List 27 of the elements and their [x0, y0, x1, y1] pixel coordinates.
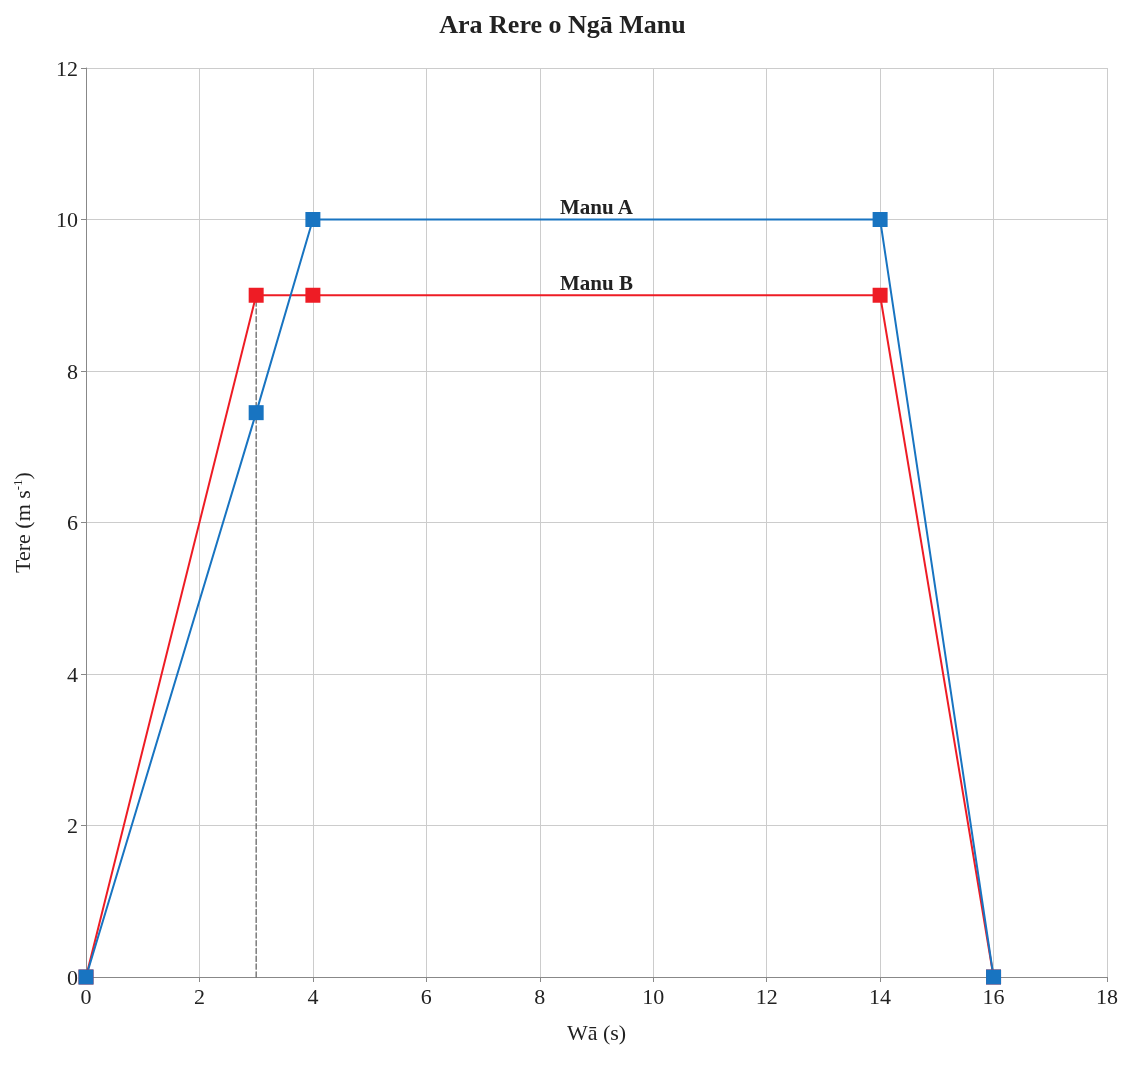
x-tick-label: 2: [193, 983, 205, 1009]
y-tick-label: 10: [56, 207, 78, 232]
y-axis-title: Tere (m s-1): [10, 472, 35, 573]
y-tick-label: 8: [67, 358, 78, 384]
point: [248, 287, 264, 303]
x-axis-title: Wā (s): [566, 1019, 627, 1045]
chart-title: Ara Rere o Ngā Manu: [439, 9, 686, 39]
y-tick-label: 12: [56, 55, 78, 81]
point: [305, 212, 321, 227]
x-tick-label: 12: [755, 983, 778, 1009]
y-tick-label: 6: [67, 510, 78, 535]
x-tick-label: 14: [869, 983, 892, 1009]
point: [305, 287, 321, 303]
point: [872, 287, 888, 303]
x-tick-label: 4: [307, 983, 319, 1009]
series-label: Manu B: [560, 270, 633, 295]
point: [248, 405, 264, 421]
x-tick-label: 18: [1096, 983, 1118, 1009]
x-tick-label: 6: [420, 983, 432, 1009]
y-tick-label: 0: [67, 964, 78, 990]
x-tick-label: 8: [534, 983, 546, 1009]
point: [872, 212, 888, 227]
x-tick-label: 10: [642, 983, 665, 1009]
y-tick-label: 4: [67, 661, 78, 687]
series-label: Manu A: [560, 195, 634, 219]
y-tick-label: 2: [67, 813, 78, 838]
x-tick-label: 16: [982, 983, 1005, 1009]
